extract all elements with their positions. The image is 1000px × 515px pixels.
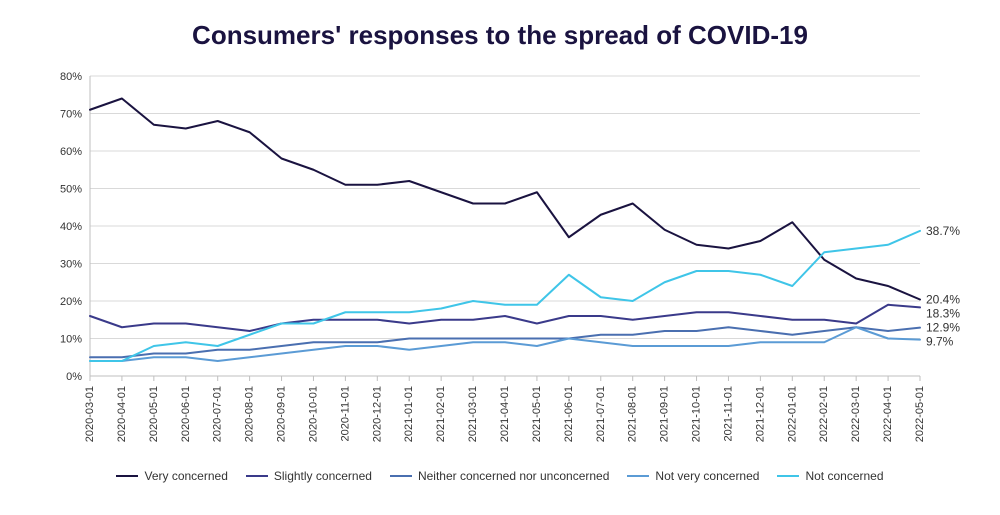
- series-end-label: 20.4%: [926, 293, 960, 307]
- x-tick-label: 2020-08-01: [244, 386, 256, 442]
- x-tick-label: 2021-11-01: [722, 386, 734, 441]
- series-end-label: 9.7%: [926, 335, 954, 349]
- legend-item: Very concerned: [116, 469, 227, 483]
- legend-label: Not very concerned: [655, 469, 759, 483]
- legend-item: Not very concerned: [627, 469, 759, 483]
- x-tick-label: 2022-05-01: [914, 386, 926, 442]
- series-end-label: 12.9%: [926, 321, 960, 335]
- x-tick-label: 2021-10-01: [691, 386, 703, 442]
- y-tick-label: 30%: [60, 259, 82, 271]
- chart-title: Consumers' responses to the spread of CO…: [30, 20, 970, 51]
- x-tick-label: 2020-10-01: [307, 386, 319, 442]
- legend-label: Slightly concerned: [274, 469, 372, 483]
- x-tick-label: 2022-02-01: [818, 386, 830, 442]
- x-tick-label: 2020-12-01: [371, 386, 383, 442]
- x-tick-label: 2021-06-01: [563, 386, 575, 442]
- x-tick-label: 2020-11-01: [339, 386, 351, 441]
- x-tick-label: 2020-06-01: [180, 386, 192, 442]
- series-line: [90, 305, 920, 331]
- y-tick-label: 80%: [60, 71, 82, 83]
- x-tick-label: 2021-02-01: [435, 386, 447, 442]
- x-tick-label: 2022-03-01: [850, 386, 862, 442]
- legend-label: Neither concerned nor unconcerned: [418, 469, 609, 483]
- x-tick-label: 2020-07-01: [212, 386, 224, 442]
- legend-label: Very concerned: [144, 469, 227, 483]
- x-tick-label: 2021-12-01: [754, 386, 766, 442]
- legend-swatch: [116, 475, 138, 477]
- legend-item: Neither concerned nor unconcerned: [390, 469, 609, 483]
- x-tick-label: 2021-05-01: [531, 386, 543, 442]
- x-tick-label: 2022-04-01: [882, 386, 894, 442]
- legend-swatch: [390, 475, 412, 477]
- legend-item: Not concerned: [777, 469, 883, 483]
- legend-label: Not concerned: [805, 469, 883, 483]
- x-tick-label: 2020-04-01: [116, 386, 128, 442]
- x-tick-label: 2021-09-01: [659, 386, 671, 442]
- legend: Very concerned Slightly concerned Neither …: [30, 469, 970, 483]
- y-tick-label: 70%: [60, 109, 82, 121]
- y-tick-label: 40%: [60, 221, 82, 233]
- y-tick-label: 50%: [60, 184, 82, 196]
- y-tick-label: 20%: [60, 296, 82, 308]
- x-tick-label: 2021-07-01: [595, 386, 607, 442]
- x-tick-label: 2021-08-01: [627, 386, 639, 442]
- legend-swatch: [777, 475, 799, 477]
- series-line: [90, 327, 920, 361]
- x-tick-label: 2021-04-01: [499, 386, 511, 442]
- y-tick-label: 0%: [66, 371, 82, 383]
- y-tick-label: 10%: [60, 334, 82, 346]
- legend-item: Slightly concerned: [246, 469, 372, 483]
- series-end-label: 18.3%: [926, 307, 960, 321]
- series-end-label: 38.7%: [926, 224, 960, 238]
- x-tick-label: 2021-01-01: [403, 386, 415, 442]
- series-line: [90, 99, 920, 300]
- x-tick-label: 2022-01-01: [786, 386, 798, 442]
- chart-container: Consumers' responses to the spread of CO…: [0, 0, 1000, 515]
- x-tick-label: 2021-03-01: [467, 386, 479, 442]
- legend-swatch: [627, 475, 649, 477]
- x-tick-label: 2020-03-01: [84, 386, 96, 442]
- plot-area: 0% 10% 20% 30% 40% 50% 60% 70% 80% 2020-03-01 2020…: [30, 66, 970, 461]
- x-tick-label: 2020-09-01: [276, 386, 288, 442]
- line-chart-svg: 0% 10% 20% 30% 40% 50% 60% 70% 80% 2020-03-01 2020…: [30, 66, 980, 456]
- legend-swatch: [246, 475, 268, 477]
- x-tick-label: 2020-05-01: [148, 386, 160, 442]
- y-tick-label: 60%: [60, 146, 82, 158]
